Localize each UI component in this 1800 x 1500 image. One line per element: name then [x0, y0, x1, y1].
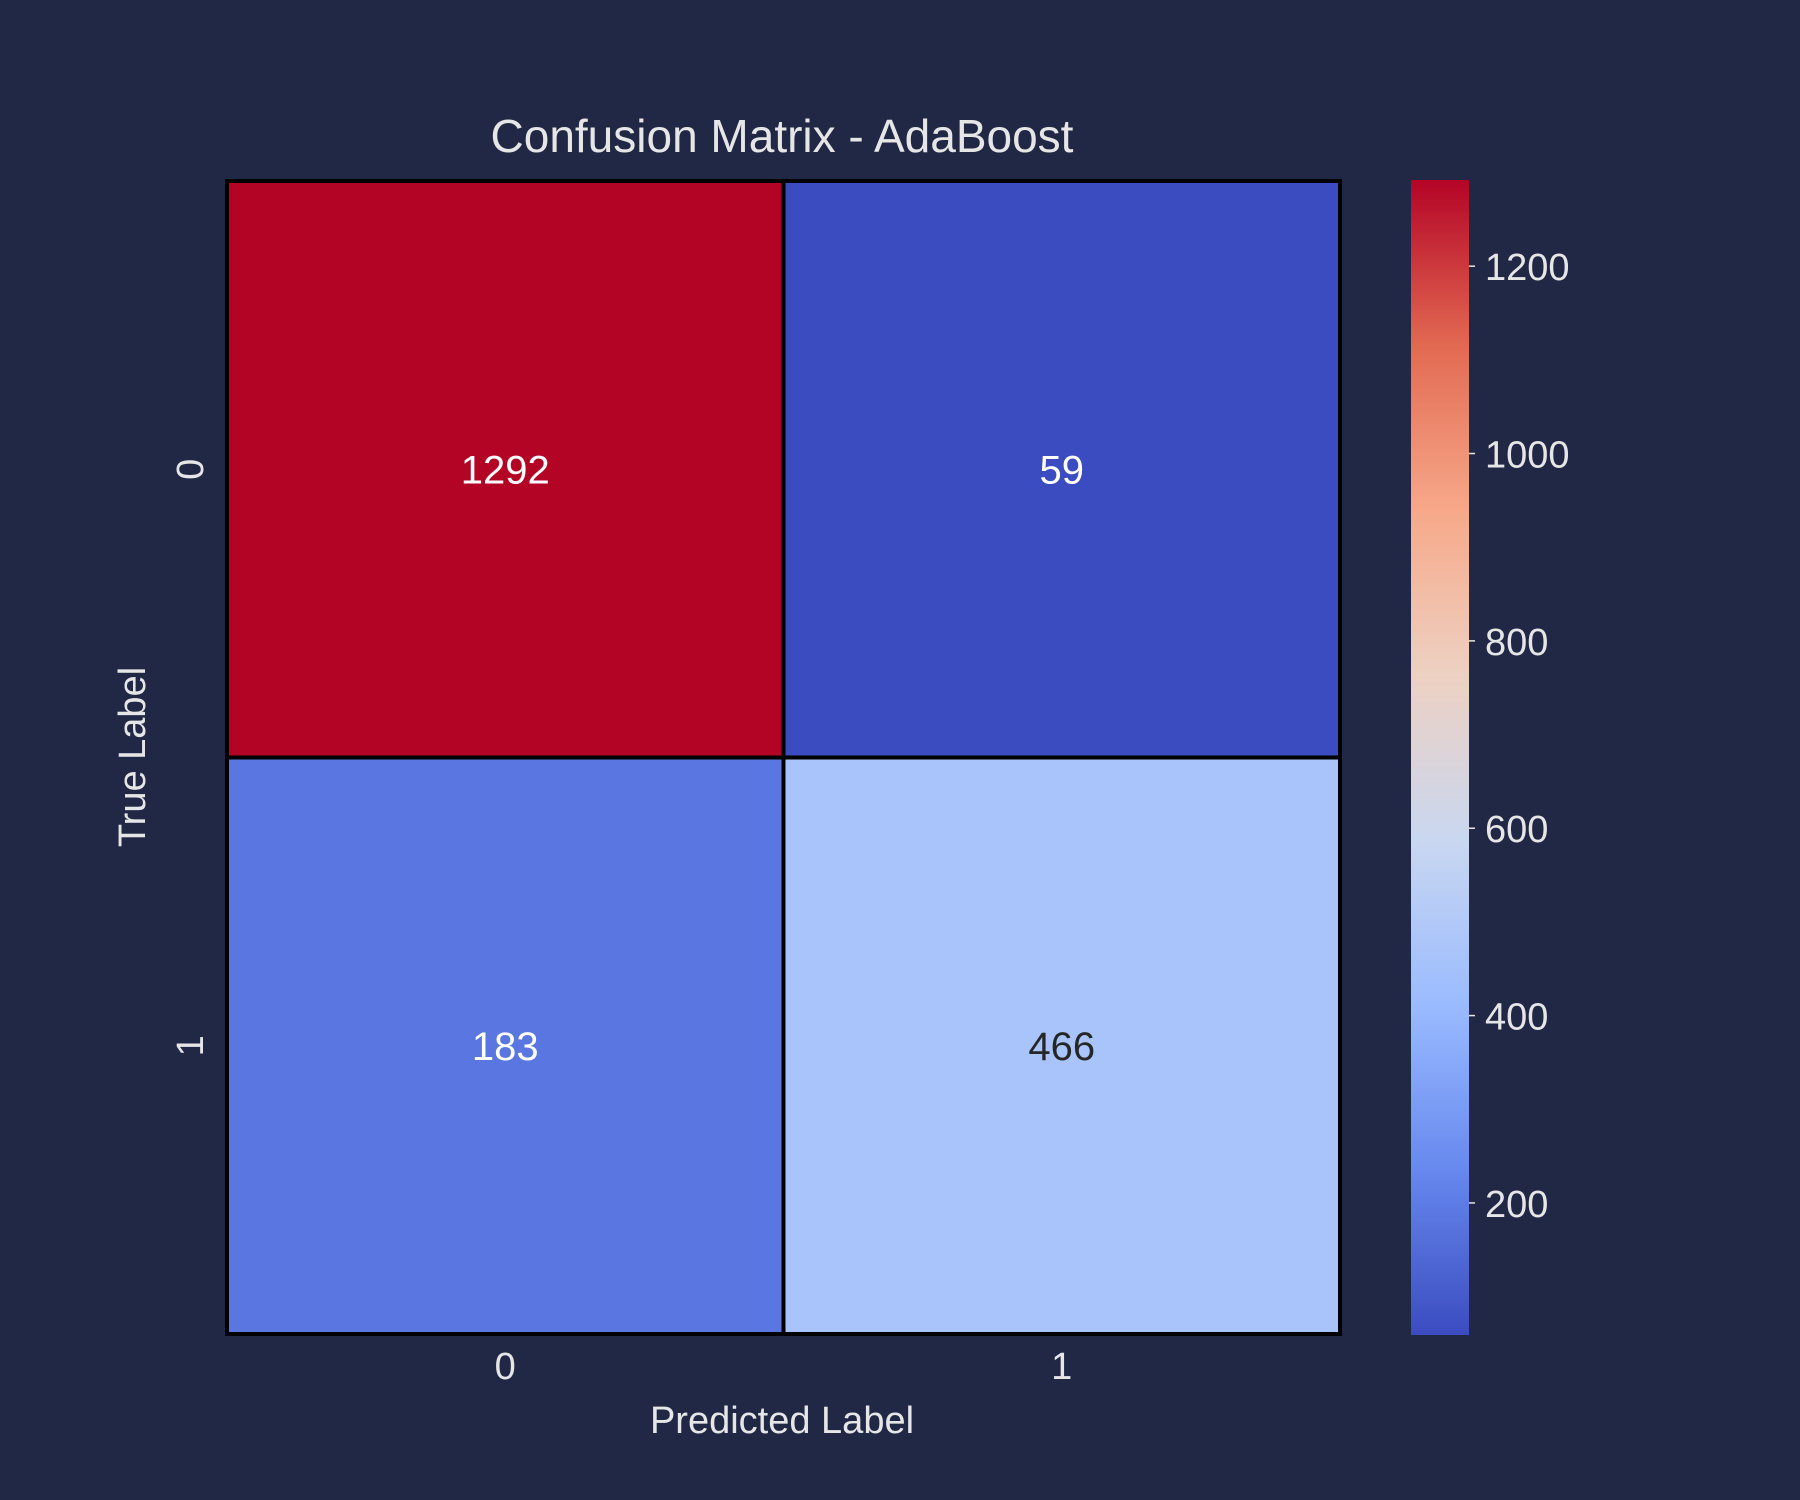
colorbar-tick-label: 1200 — [1485, 247, 1570, 289]
chart-title: Confusion Matrix - AdaBoost — [491, 110, 1074, 162]
colorbar-tick-label: 200 — [1485, 1184, 1548, 1226]
y-tick-label-0: 0 — [170, 459, 212, 480]
x-tick-label-0: 0 — [495, 1346, 516, 1388]
heatmap-cell-1-1 — [781, 755, 1342, 1336]
colorbar-ticks: 200 400 600 800 1000 1200 — [1469, 247, 1570, 1226]
cell-value-1-1: 466 — [1028, 1025, 1095, 1069]
heatmap-cell-1-0 — [225, 755, 786, 1336]
colorbar-tick-label: 400 — [1485, 997, 1548, 1039]
colorbar: 200 400 600 800 1000 1200 — [1411, 180, 1570, 1335]
heatmap-cell-0-1 — [781, 179, 1342, 760]
x-tick-label-1: 1 — [1051, 1346, 1072, 1388]
cell-value-1-0: 183 — [472, 1025, 539, 1069]
y-axis-label: True Label — [112, 667, 154, 847]
cell-value-0-1: 59 — [1040, 448, 1085, 492]
colorbar-gradient — [1411, 180, 1469, 1335]
y-tick-label-1: 1 — [170, 1035, 212, 1056]
colorbar-tick-label: 1000 — [1485, 435, 1570, 477]
colorbar-tick-label: 800 — [1485, 622, 1548, 664]
cell-value-0-0: 1292 — [461, 448, 550, 492]
heatmap-cell-0-0 — [225, 179, 786, 760]
heatmap-grid: 1292 59 183 466 — [225, 179, 1342, 1336]
colorbar-tick-label: 600 — [1485, 809, 1548, 851]
y-axis-ticks: 01 — [170, 459, 212, 1057]
x-axis-label: Predicted Label — [650, 1400, 914, 1442]
